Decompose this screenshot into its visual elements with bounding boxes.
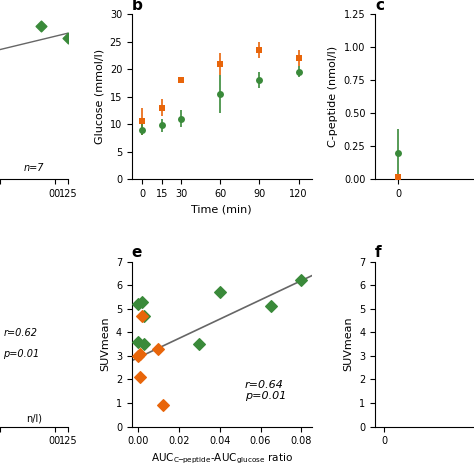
Point (267, 302, 274, 310)
Point (140, 312, 148, 319)
Point (216, 289, 223, 296)
Text: p=0.01: p=0.01 (3, 349, 40, 359)
Point (134, 300, 142, 308)
Text: c: c (375, 0, 384, 13)
Text: n/l): n/l) (26, 414, 42, 424)
Y-axis label: SUVmean: SUVmean (344, 317, 354, 372)
Point (298, 277, 305, 284)
Point (136, 374, 144, 381)
Y-axis label: C-peptide (nmol/l): C-peptide (nmol/l) (328, 46, 338, 147)
Text: f: f (375, 246, 382, 261)
Text: r=0.62: r=0.62 (3, 328, 37, 338)
Y-axis label: Glucose (mmol/l): Glucose (mmol/l) (94, 49, 104, 144)
Point (64, 34, 72, 42)
Text: r=0.64
p=0.01: r=0.64 p=0.01 (245, 380, 286, 401)
Point (136, 350, 144, 357)
Point (140, 340, 148, 348)
Point (134, 338, 142, 346)
Text: b: b (132, 0, 143, 13)
Point (159, 401, 166, 409)
Point (138, 312, 146, 319)
Point (155, 345, 162, 353)
Point (37, 22, 45, 30)
X-axis label: AUC$_{\rm C\!\!-\!\!peptide}$-AUC$_{\rm glucose}$ ratio: AUC$_{\rm C\!\!-\!\!peptide}$-AUC$_{\rm … (151, 452, 293, 466)
Point (195, 340, 203, 348)
Y-axis label: SUVmean: SUVmean (100, 317, 110, 372)
X-axis label: Time (min): Time (min) (191, 204, 252, 214)
Point (134, 352, 142, 360)
Point (138, 298, 146, 306)
Text: n=7: n=7 (24, 163, 45, 173)
Text: e: e (132, 246, 142, 261)
